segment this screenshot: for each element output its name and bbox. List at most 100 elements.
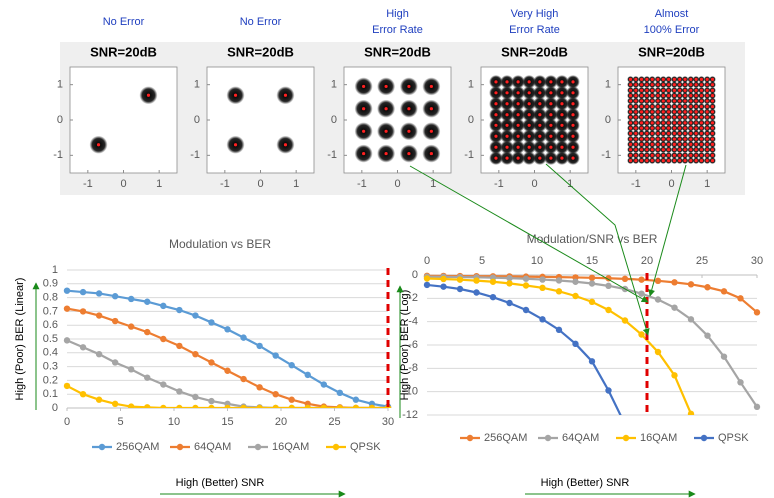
symbol-point <box>678 137 682 141</box>
symbol-point <box>672 77 676 81</box>
y-tick-label: 0 <box>194 114 200 126</box>
symbol-point <box>667 142 671 146</box>
symbol-point <box>678 110 682 114</box>
symbol-point <box>560 156 564 160</box>
symbol-point <box>672 110 676 114</box>
symbol-point <box>362 129 366 133</box>
data-point <box>605 306 612 314</box>
symbol-point <box>650 159 654 163</box>
symbol-point <box>661 77 665 81</box>
symbol-point <box>645 153 649 157</box>
symbol-point <box>699 115 704 119</box>
symbol-point <box>656 153 660 157</box>
annotation: High <box>386 8 409 20</box>
symbol-point <box>146 93 151 97</box>
x-tick-label: 1 <box>567 178 573 190</box>
data-point <box>111 359 119 366</box>
symbol-point <box>516 113 520 117</box>
symbol-point <box>650 88 654 92</box>
symbol-point <box>628 83 633 87</box>
symbol-point <box>683 126 687 130</box>
symbol-point <box>678 159 682 163</box>
symbol-point <box>538 156 542 160</box>
symbol-point <box>516 156 520 160</box>
symbol-point <box>672 94 676 98</box>
x-tick-label: 10 <box>168 416 180 428</box>
symbol-point <box>628 137 633 141</box>
x-tick-label: 10 <box>531 255 543 267</box>
legend-label: 16QAM <box>272 441 309 453</box>
symbol-point <box>527 123 531 127</box>
symbol-point <box>634 131 638 136</box>
data-point <box>63 382 71 390</box>
symbol-point <box>639 142 644 146</box>
x-tick-label: -1 <box>631 178 641 190</box>
symbol-point <box>549 156 553 160</box>
data-point <box>720 288 728 295</box>
symbol-point <box>645 159 649 163</box>
symbol-point <box>661 94 665 98</box>
symbol-point <box>516 123 520 127</box>
symbol-point <box>689 115 693 119</box>
symbol-point <box>628 88 633 92</box>
symbol-point <box>694 153 698 157</box>
symbol-point <box>527 91 531 95</box>
symbol-point <box>667 159 671 163</box>
data-point <box>753 403 761 411</box>
symbol-point <box>560 134 564 138</box>
symbol-point <box>527 156 531 160</box>
symbol-point <box>407 107 411 111</box>
symbol-point <box>407 151 411 156</box>
symbol-point <box>516 134 520 138</box>
x-axis-label: High (Better) SNR <box>176 477 265 489</box>
symbol-point <box>549 145 553 149</box>
data-point <box>208 319 215 326</box>
data-point <box>522 275 530 282</box>
symbol-point <box>694 121 698 125</box>
symbol-point <box>689 99 693 103</box>
symbol-point <box>494 156 498 160</box>
y-tick-label: -1 <box>190 149 200 161</box>
symbol-point <box>683 77 687 81</box>
legend-dot <box>176 443 184 451</box>
symbol-point <box>656 94 660 98</box>
data-point <box>176 404 183 408</box>
symbol-point <box>710 94 715 98</box>
symbol-point <box>96 143 101 147</box>
series-line <box>66 339 388 408</box>
symbol-point <box>699 126 704 130</box>
symbol-point <box>661 137 665 141</box>
data-point <box>304 404 311 408</box>
legend-label: QPSK <box>718 432 749 444</box>
data-point <box>79 391 87 398</box>
data-point <box>95 396 103 403</box>
symbol-point <box>656 121 660 125</box>
data-point <box>621 317 629 324</box>
panel-title: SNR=20dB <box>364 44 431 59</box>
symbol-point <box>672 148 676 152</box>
symbol-point <box>710 159 715 163</box>
symbol-point <box>516 91 520 95</box>
symbol-point <box>683 115 687 119</box>
symbol-point <box>672 153 676 157</box>
symbol-point <box>549 134 553 138</box>
symbol-point <box>628 153 633 157</box>
series-line <box>426 283 622 415</box>
symbol-point <box>639 110 644 114</box>
symbol-point <box>505 102 509 106</box>
data-point <box>704 284 711 291</box>
symbol-point <box>656 77 660 81</box>
data-point <box>704 332 711 339</box>
data-point <box>160 302 167 310</box>
symbol-point <box>527 80 531 84</box>
symbol-point <box>527 102 531 106</box>
data-point <box>753 309 761 316</box>
symbol-point <box>549 123 553 127</box>
data-point <box>687 410 695 415</box>
data-point <box>506 299 513 307</box>
symbol-point <box>384 84 388 89</box>
symbol-point <box>672 159 676 163</box>
legend-label: 16QAM <box>640 432 677 444</box>
symbol-point <box>516 102 520 106</box>
